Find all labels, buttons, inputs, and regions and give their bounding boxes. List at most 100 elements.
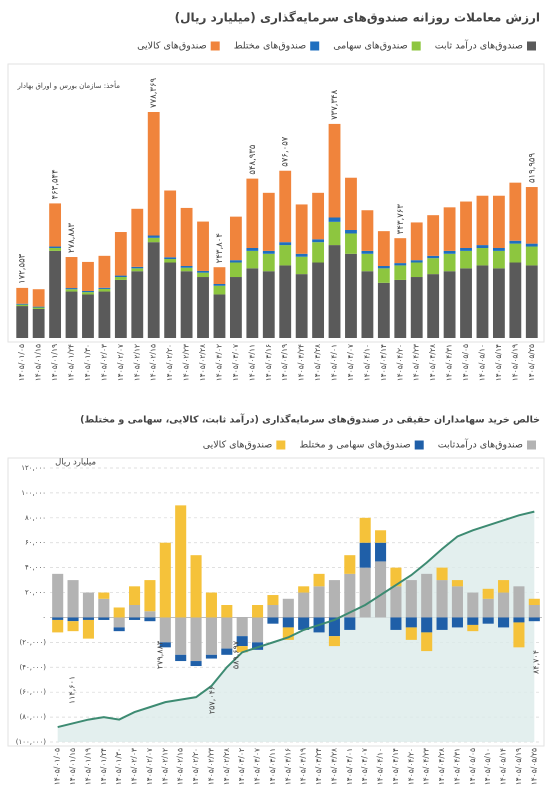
y-tick-label: (۴۰,۰۰۰)	[20, 663, 47, 671]
x-tick-label: ۱۴۰۵/۰۴/۰۷	[360, 748, 369, 785]
bar	[295, 253, 308, 257]
bar	[345, 253, 357, 338]
bar	[460, 250, 472, 269]
bar	[236, 617, 248, 637]
bar	[279, 245, 292, 266]
x-tick-label: ۱۴۰۵/۰۴/۲۸	[428, 344, 437, 381]
y-tick-label: (۱۰۰,۰۰۰)	[16, 738, 47, 746]
bar	[221, 648, 233, 655]
bar	[279, 242, 292, 246]
bar	[390, 617, 402, 630]
x-tick-label: ۱۴۰۵/۰۳/۱۶	[283, 748, 292, 785]
bar	[82, 292, 94, 295]
bar	[328, 580, 340, 618]
bar	[528, 605, 540, 618]
bar	[460, 201, 472, 248]
bar	[246, 178, 259, 248]
bar	[236, 636, 248, 647]
bar	[427, 215, 440, 256]
x-tick-label: ۱۴۰۵/۰۵/۲۵	[527, 344, 536, 381]
bar	[345, 233, 357, 254]
bar	[451, 617, 463, 628]
bar	[190, 555, 202, 618]
x-tick-label: ۱۴۰۵/۰۲/۱۲	[132, 344, 141, 381]
bar	[82, 290, 94, 293]
x-tick-label: ۱۴۰۵/۰۱/۱۵	[68, 748, 77, 785]
bar	[190, 661, 202, 667]
bar	[262, 253, 275, 272]
bar	[49, 246, 62, 248]
x-tick-label: ۱۴۰۵/۰۳/۰۷	[253, 748, 262, 785]
y-tick-label: ۱۰۰,۰۰۰	[21, 489, 46, 497]
bar	[312, 192, 325, 240]
x-tick-label: ۱۴۰۵/۰۳/۲۸	[313, 344, 322, 381]
bar	[344, 555, 356, 574]
bar	[476, 265, 489, 338]
bar	[476, 195, 489, 246]
bar	[164, 262, 177, 338]
bar	[129, 586, 141, 605]
bar	[98, 287, 111, 289]
x-tick-label: ۱۴۰۵/۰۱/۳۰	[83, 344, 92, 381]
bar	[159, 642, 171, 648]
bar	[32, 306, 45, 308]
x-tick-label: ۱۴۰۵/۰۳/۰۷	[231, 344, 240, 381]
bar	[213, 285, 226, 295]
bar	[443, 207, 456, 251]
legend-swatch	[414, 440, 424, 450]
total-label: ۴۶۳,۵۴۴	[51, 169, 61, 199]
legend-label: صندوق‌های کالایی	[203, 440, 273, 451]
bar	[361, 210, 374, 251]
x-tick-label: ۱۴۰۵/۰۱/۱۵	[34, 344, 43, 381]
bar	[467, 592, 479, 618]
bar	[295, 274, 308, 338]
x-tick-label: ۱۴۰۵/۰۲/۲۳	[182, 344, 191, 381]
bar	[528, 617, 540, 622]
bar	[229, 262, 242, 278]
bar	[49, 247, 62, 251]
x-tick-label: ۱۴۰۵/۰۵/۰۵	[461, 344, 470, 381]
bar	[513, 586, 525, 618]
bar	[421, 573, 433, 618]
bar	[525, 243, 538, 247]
x-tick-label: ۱۴۰۵/۰۳/۱۹	[280, 344, 289, 381]
bar	[229, 277, 242, 338]
y-tick-label: (۲۰,۰۰۰)	[20, 638, 47, 646]
x-tick-label: ۱۴۰۵/۰۵/۲۵	[529, 748, 538, 785]
x-tick-label: ۱۴۰۵/۰۲/۰۳	[99, 344, 108, 381]
bar	[436, 567, 448, 581]
bar	[82, 619, 94, 639]
bar	[114, 277, 127, 280]
bar	[377, 265, 390, 269]
bar	[67, 621, 79, 632]
bar	[361, 250, 374, 254]
bar	[328, 245, 341, 338]
bar	[312, 242, 325, 263]
bar	[180, 271, 193, 338]
bar	[52, 619, 64, 633]
bar	[467, 617, 479, 625]
bar	[98, 291, 111, 338]
bar	[436, 580, 448, 618]
annotation: ۲۷۹,۸۸۳	[156, 640, 165, 669]
bar	[476, 247, 489, 266]
total-label: ۷۳۷,۳۴۸	[330, 89, 340, 120]
bar	[16, 287, 29, 304]
cumulative-line	[57, 510, 535, 729]
bar	[390, 586, 402, 618]
legend-label: صندوق‌های درآمدثابت	[438, 438, 523, 451]
x-tick-label: ۱۴۰۵/۰۳/۲۸	[329, 748, 338, 785]
bar	[205, 654, 217, 659]
bar	[144, 617, 156, 622]
bar	[82, 294, 94, 338]
bar	[509, 243, 522, 263]
bar	[252, 617, 264, 643]
bar	[528, 598, 540, 605]
bar	[394, 238, 407, 264]
chart-title: خالص خرید سهامداران حقیقی در صندوق‌های س…	[80, 413, 540, 426]
bar	[262, 192, 275, 251]
x-tick-label: ۱۴۰۵/۰۴/۲۳	[422, 748, 431, 785]
x-tick-label: ۱۴۰۵/۰۴/۱۰	[362, 344, 371, 381]
bar	[394, 279, 407, 338]
x-tick-label: ۱۴۰۵/۰۳/۱۶	[264, 344, 273, 381]
